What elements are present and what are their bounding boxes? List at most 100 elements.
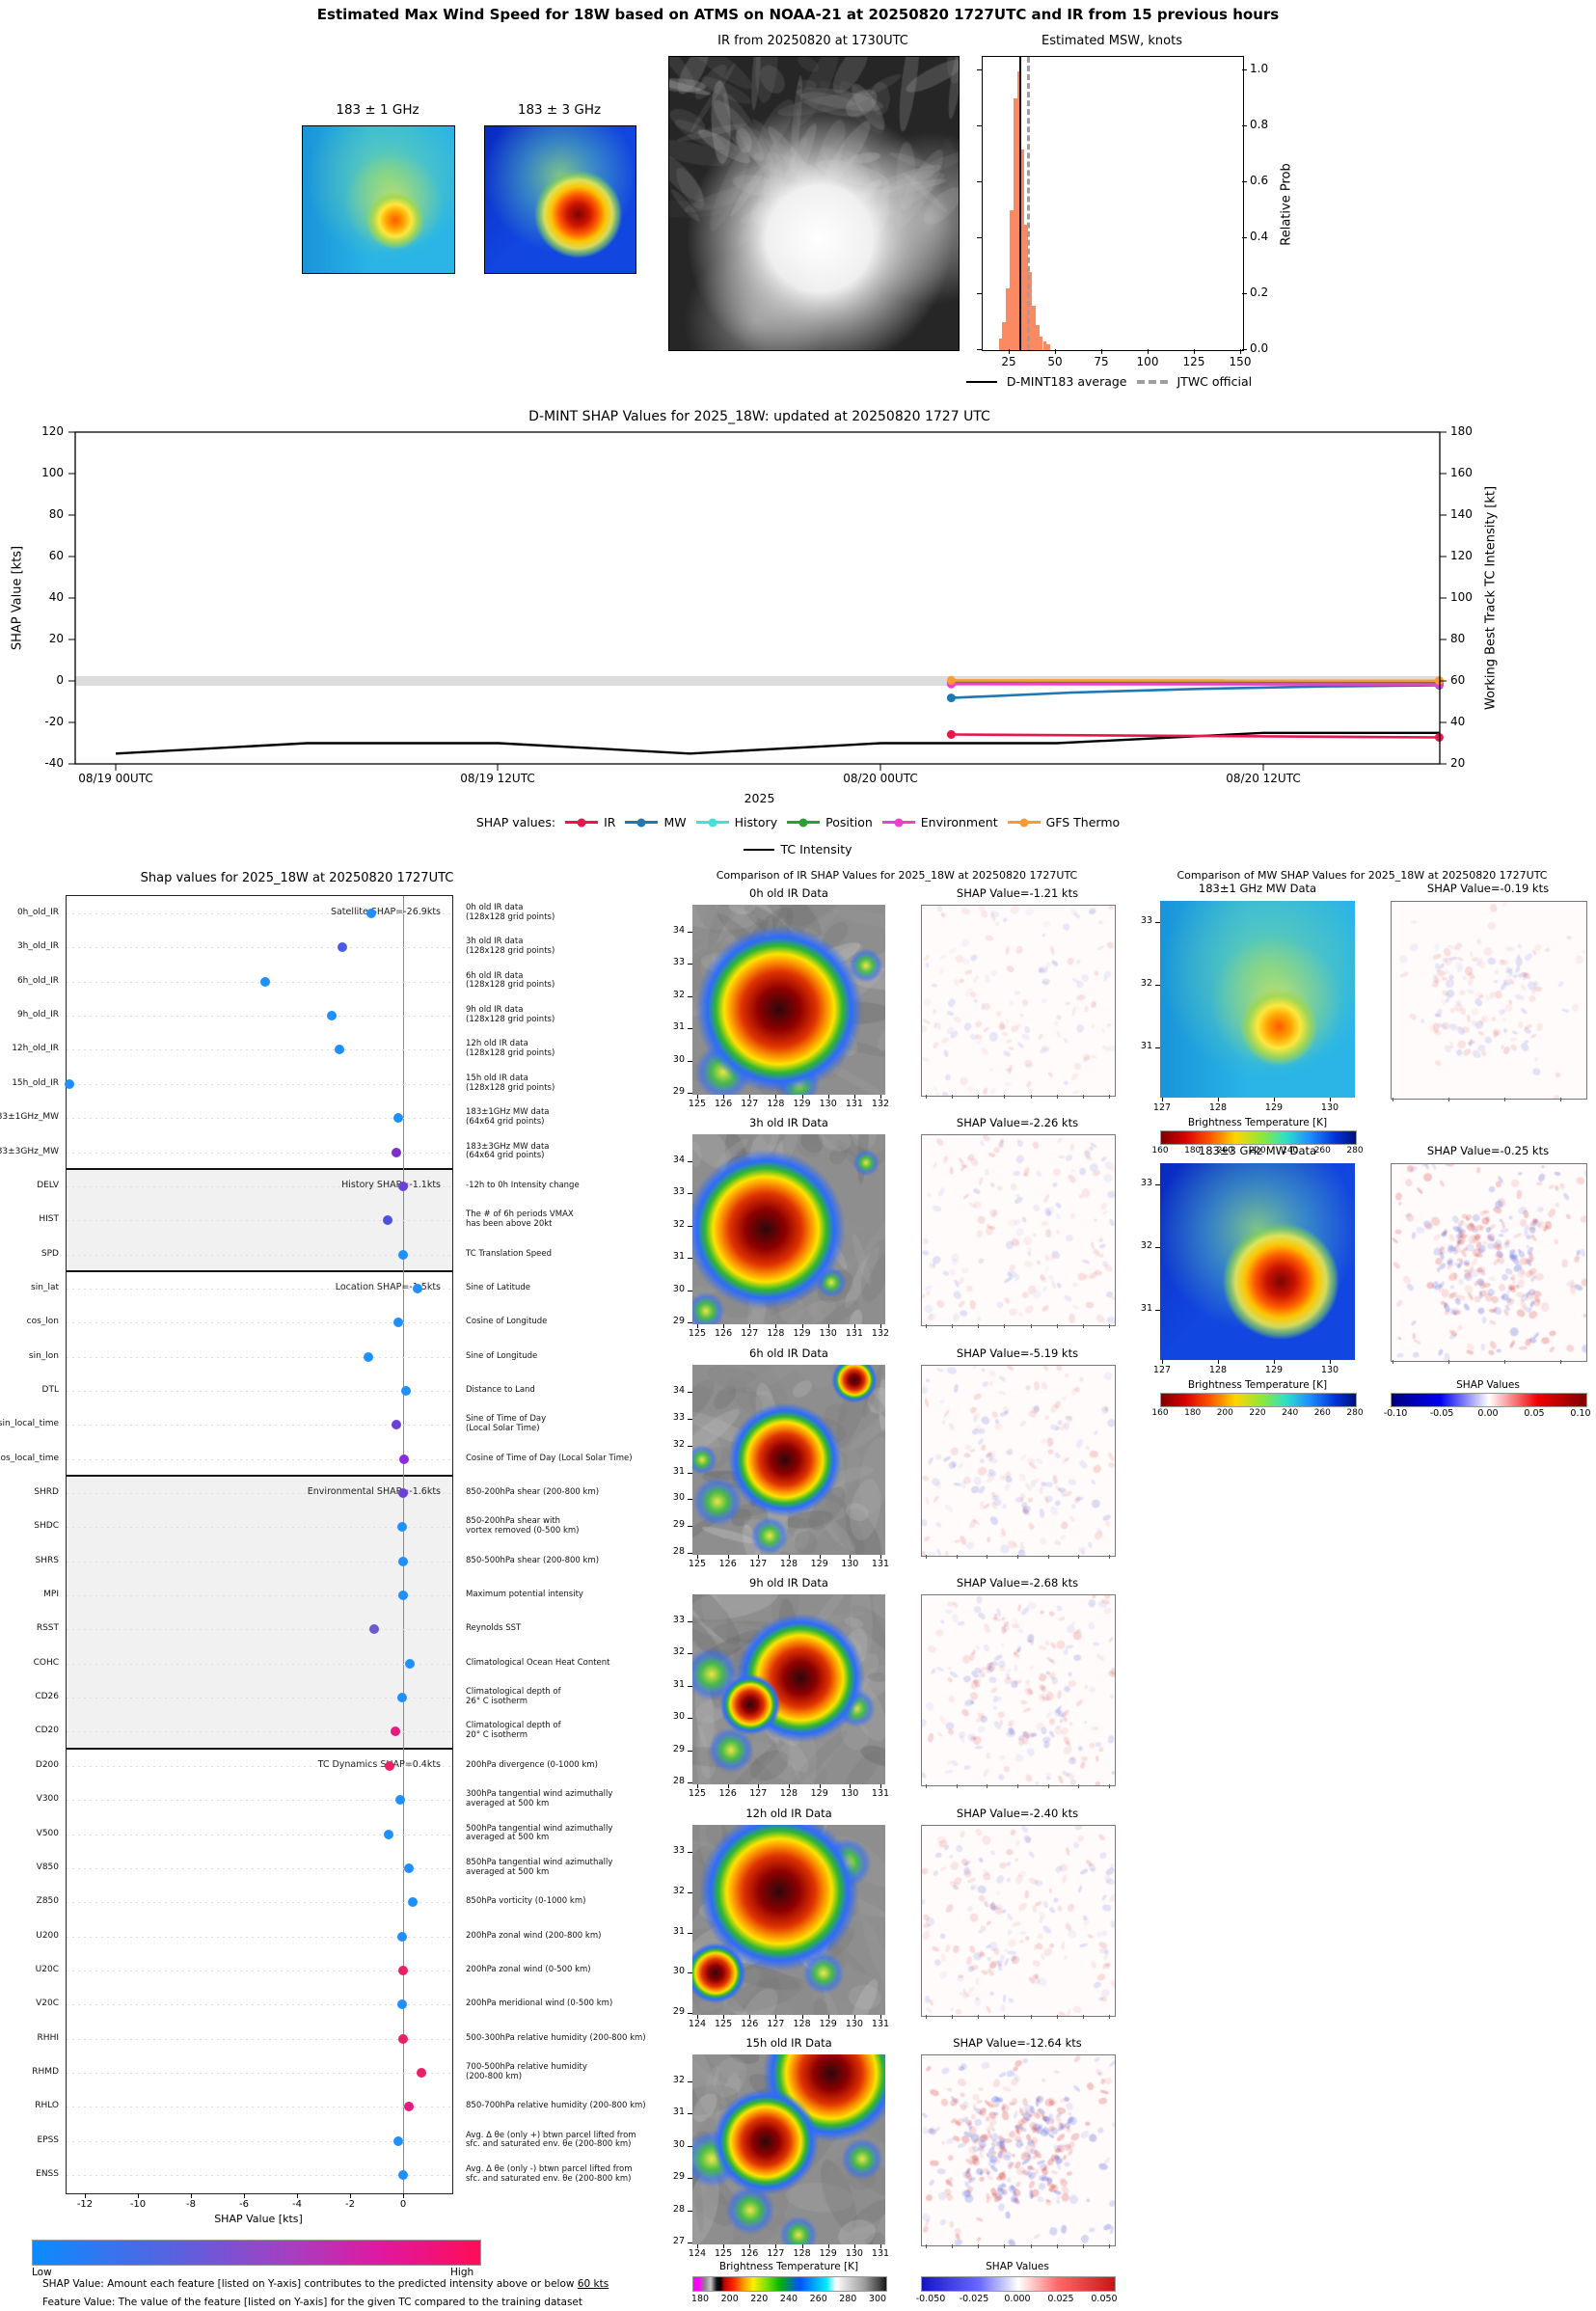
mw-bt-colorbar-tick: 220 [1249,1408,1266,1418]
ir-xtick-label: 131 [871,1788,890,1799]
hist-bar [1028,271,1032,350]
feature-label: Z850 [36,1896,59,1907]
feature-desc: 183±1GHz MW data (64x64 grid points) [466,1107,550,1127]
hist-bar [1032,305,1036,350]
ir-xtick-label: 131 [871,2019,890,2029]
section-shap-label: TC Dynamics SHAP=0.4kts [317,1758,441,1770]
ts-ytick-left: 100 [41,466,64,479]
ir-shap-colorbar-label: SHAP Values [986,2261,1049,2272]
feature-desc: 850-700hPa relative humidity (200-800 km… [466,2101,646,2111]
ir-bt-colorbar-tick: 220 [750,2294,769,2304]
ir-data-image-4 [692,1825,885,2015]
mw-shap-colorbar-label: SHAP Values [1456,1379,1520,1391]
ir-ytick-mark [688,1553,692,1554]
ir-xtick-label: 127 [749,1788,768,1799]
ir-row-shap-title: SHAP Value=-12.64 kts [953,2036,1082,2050]
dot-row-grid [67,981,452,983]
mw-xtick-label: 128 [1208,1102,1228,1113]
ir-ytick-label: 32 [672,1885,685,1896]
mw-bt-colorbar [1160,1130,1357,1145]
ir-ytick-mark [688,1499,692,1501]
ir-xtick-mark [723,1095,725,1099]
feature-desc: -12h to 0h Intensity change [466,1180,580,1190]
ir-ytick-mark [688,995,692,997]
shap-dot [326,1011,337,1021]
shap-value-caption: SHAP Value: Amount each feature [listed … [42,2278,609,2290]
ir-shapmap-xtick-mark [978,2015,980,2019]
shap-dot [403,2102,414,2112]
ir-xtick-label: 126 [718,1788,737,1799]
ir-xtick-label: 125 [688,1788,707,1799]
ir-xtick-label: 126 [741,2019,759,2029]
ir-xtick-label: 126 [715,1099,733,1109]
mw-ytick-label: 32 [1140,1240,1152,1251]
mw-bt-colorbar-tick: 200 [1216,1408,1233,1418]
ir-shapmap-xtick-mark [1047,1784,1049,1788]
mw-shapmap-xtick-mark [1560,1098,1561,1101]
mw-ytick-label: 32 [1140,978,1152,989]
mw-shapmap-xtick-mark [1504,1360,1505,1364]
ts-ytick-left: 60 [48,549,64,562]
mw-bt-colorbar-tick: 180 [1184,1408,1202,1418]
feature-label: U200 [36,1930,59,1941]
ir-bt-colorbar-tick: 260 [809,2294,827,2304]
ir-shapmap-xtick-mark [1109,1095,1110,1099]
mw-row-shap-title: SHAP Value=-0.25 kts [1426,1144,1550,1157]
ir-ytick-mark [688,1852,692,1853]
ir-xtick-mark [853,2015,855,2019]
ir-xtick-label: 130 [845,2019,863,2029]
ir-ytick-label: 31 [672,1925,685,1937]
ir-ytick-mark [688,2145,692,2147]
dot-row-grid [67,1390,452,1392]
hist-bar [1013,98,1017,350]
ir-shap-colorbar-tick: 0.025 [1047,2294,1074,2304]
hist-ytick-mark [977,68,982,70]
ir-xtick-mark [758,1784,760,1788]
hist-ytick-mark [977,348,982,350]
zero-line [403,896,404,2193]
hist-ytick-mark [977,292,982,294]
legend-item-mw: MW [625,815,687,829]
ir-shapmap-xtick-mark [1078,1784,1080,1788]
feature-label: V850 [36,1862,59,1872]
shap-dot [64,1078,74,1089]
feature-desc: Avg. Δ θe (only +) btwn parcel lifted fr… [466,2130,636,2150]
page-title: Estimated Max Wind Speed for 18W based o… [316,6,1280,23]
hist-bar [1035,324,1040,350]
ir-ytick-mark [688,1891,692,1893]
ir-ytick-label: 30 [672,1283,685,1294]
mw2-title: 183 ± 3 GHz [517,102,602,118]
feature-desc: 15h old IR data (128x128 grid points) [466,1073,555,1093]
ir-shap-colorbar-tick: 0.050 [1091,2294,1118,2304]
hist-xtick-label: 150 [1229,355,1252,368]
shap-dot [337,942,347,953]
mw-xtick-mark [1330,1360,1331,1364]
ts-ytick-left: -20 [44,715,64,728]
feature-desc: 850-200hPa shear with vortex removed (0-… [466,1516,580,1536]
ts-ytick-left: 80 [48,507,64,521]
feature-label: ENSS [36,2169,59,2179]
ir-ytick-label: 30 [672,1966,685,1977]
feature-label: D200 [35,1759,59,1770]
mw-xtick-label: 127 [1152,1365,1172,1375]
ir-shapmap-xtick-mark [926,2244,927,2248]
hist-ytick-mark [977,180,982,182]
mw-ytick-mark [1155,1047,1160,1048]
feature-desc: Reynolds SST [466,1623,522,1634]
mw-bt-colorbar-tick: 160 [1151,1146,1169,1156]
ir-ytick-label: 34 [672,1155,685,1165]
hist-ytick-label: 0.2 [1250,285,1269,300]
ts-ytick-right: 160 [1450,466,1473,479]
ir-xtick-label: 130 [819,1328,837,1339]
ir-ytick-mark [688,1750,692,1752]
dmint-average-line [1018,57,1021,350]
timeseries-title: D-MINT SHAP Values for 2025_18W: updated… [528,409,990,424]
msw-histogram [982,56,1244,351]
ir-bt-colorbar-label: Brightness Temperature [K] [718,2261,859,2272]
ir-shapmap-xtick-mark [952,2244,954,2248]
feature-label: sin_lon [28,1350,59,1361]
ir-xtick-label: 127 [749,1559,768,1569]
ir-xtick-mark [749,1095,751,1099]
shap-dot [396,1999,407,2010]
feature-label: 0h_old_IR [16,908,59,917]
